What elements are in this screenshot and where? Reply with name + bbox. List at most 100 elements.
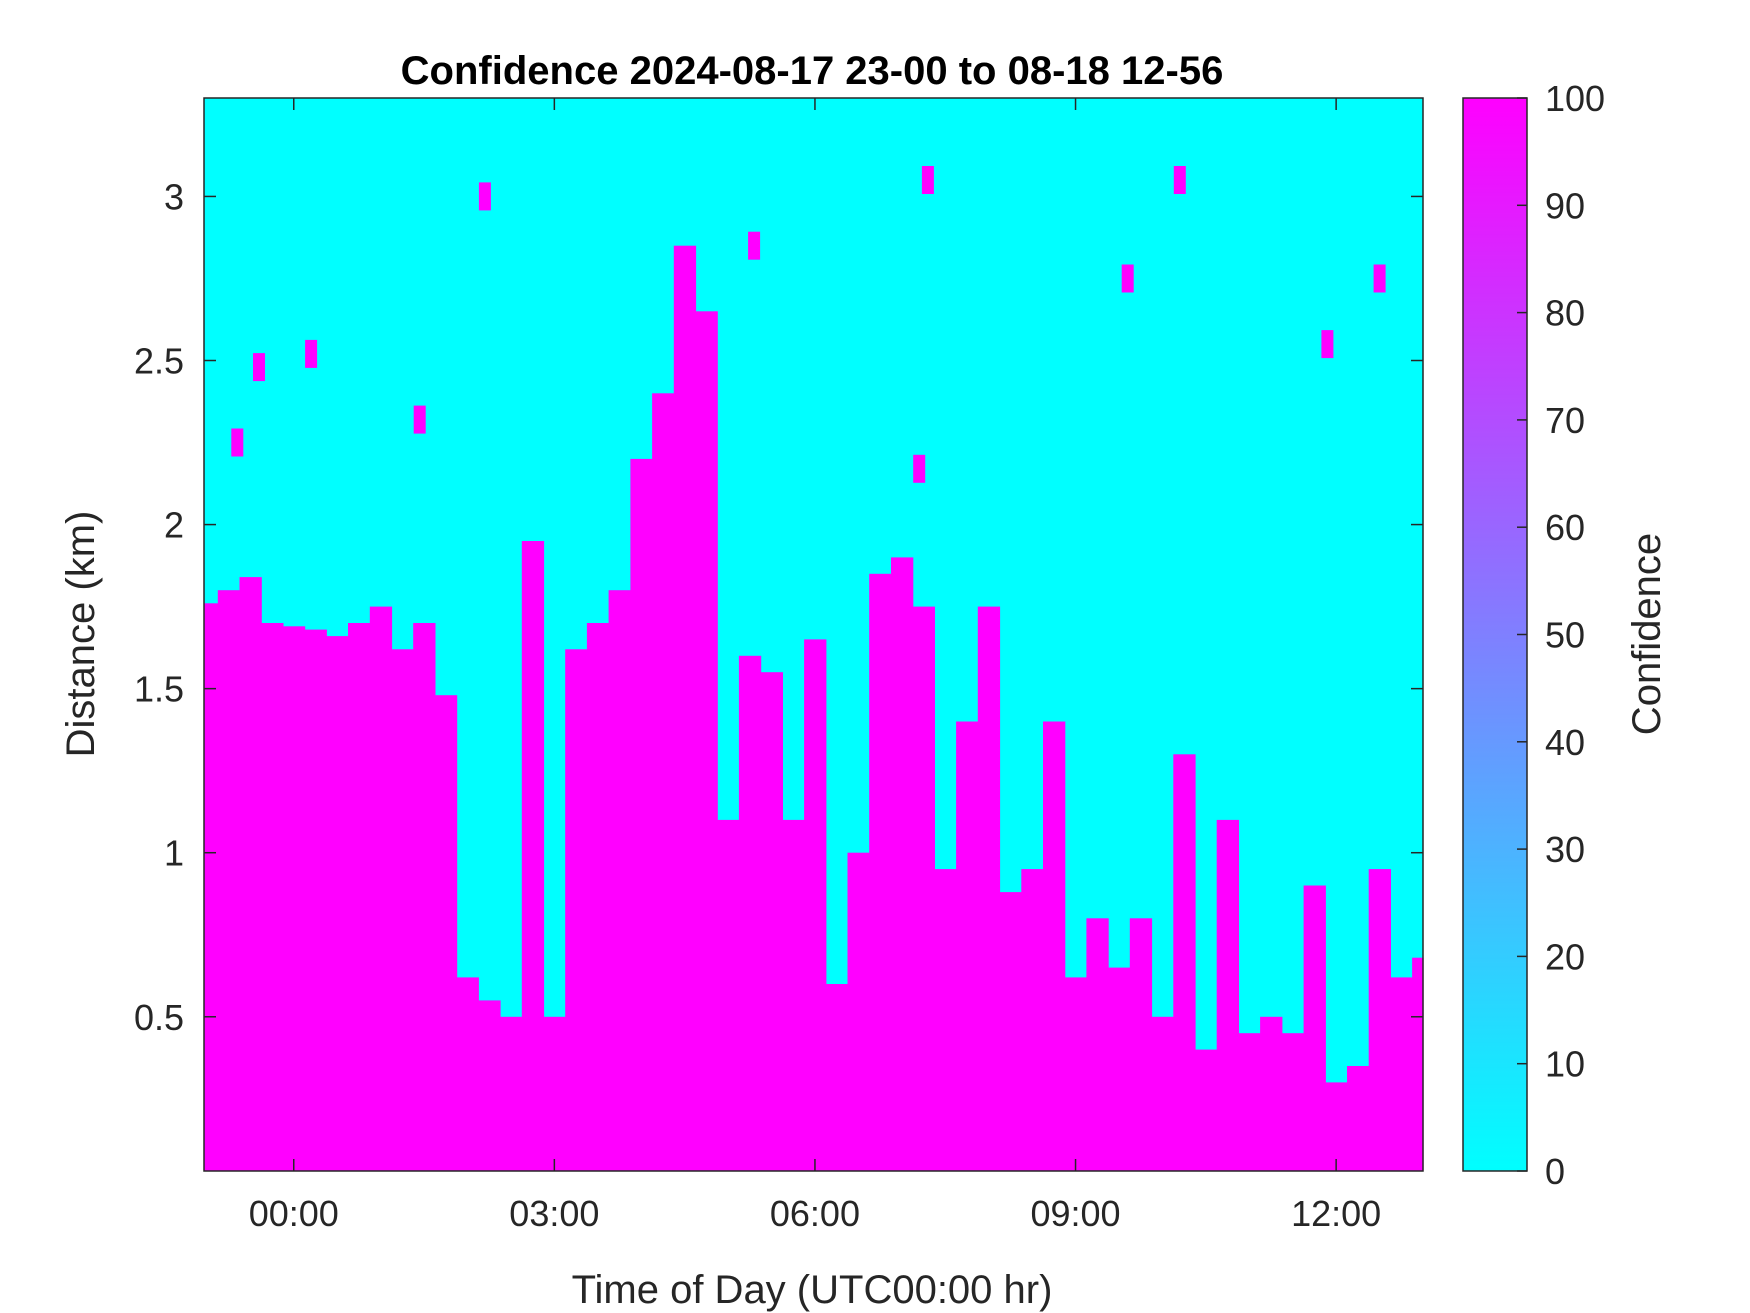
x-axis-title: Time of Day (UTC00:00 hr) (572, 1268, 1053, 1312)
heatmap-column (1390, 977, 1413, 1171)
colorbar-tick-label: 30 (1545, 829, 1585, 870)
heatmap-column (1151, 1016, 1174, 1171)
heatmap-column (1086, 918, 1109, 1171)
heatmap-cell (253, 353, 265, 382)
heatmap-column (543, 1016, 566, 1171)
heatmap-column (999, 892, 1022, 1171)
heatmap-cell (478, 182, 491, 211)
heatmap-column (1216, 819, 1239, 1171)
heatmap-column (760, 672, 783, 1171)
heatmap-column (369, 606, 393, 1171)
colorbar-tick-label: 50 (1545, 615, 1585, 656)
heatmap-column (304, 629, 327, 1171)
heatmap-column (652, 393, 675, 1171)
heatmap-column (825, 984, 849, 1171)
heatmap-column (869, 573, 892, 1171)
heatmap-column (413, 623, 436, 1171)
heatmap-column (804, 639, 827, 1171)
heatmap-cell (413, 405, 426, 434)
colorbar-gradient (1462, 97, 1528, 1172)
heatmap-column (1281, 1033, 1305, 1171)
heatmap-column (391, 649, 414, 1171)
colorbar-tick-label: 80 (1545, 293, 1585, 334)
heatmap-column (1064, 977, 1087, 1171)
heatmap-column (586, 623, 610, 1171)
heatmap-column (956, 721, 979, 1171)
colorbar-tick-label: 60 (1545, 507, 1585, 548)
heatmap-column (847, 852, 870, 1171)
heatmap-column (608, 590, 631, 1171)
heatmap-column (261, 623, 284, 1171)
heatmap-column (1412, 957, 1424, 1171)
heatmap-column (782, 819, 805, 1171)
heatmap-column (434, 695, 458, 1171)
heatmap-column (912, 606, 935, 1171)
heatmap-column (348, 623, 371, 1171)
colorbar-tick-label: 0 (1545, 1151, 1565, 1192)
heatmap-column (717, 819, 740, 1171)
colorbar-tick-label: 70 (1545, 400, 1585, 441)
heatmap-cell (1321, 330, 1334, 359)
plot-frame (203, 97, 1424, 1172)
heatmap-column (891, 557, 914, 1171)
heatmap-column (1325, 1082, 1348, 1171)
heatmap-column (1195, 1049, 1218, 1171)
colorbar-tick-label: 100 (1545, 78, 1605, 119)
heatmap-plot-area (203, 97, 1424, 1172)
x-tick-label: 06:00 (770, 1193, 860, 1234)
heatmap-column (1368, 869, 1391, 1171)
heatmap-column (934, 869, 957, 1171)
heatmap-cell (1121, 264, 1134, 293)
heatmap-cell (1373, 264, 1386, 293)
heatmap-column (456, 977, 479, 1171)
heatmap-column (630, 458, 653, 1171)
heatmap-column (1129, 918, 1153, 1171)
heatmap-column (521, 541, 545, 1171)
y-axis-title: Distance (km) (59, 511, 103, 758)
heatmap-column (977, 606, 1001, 1171)
heatmap-cell (921, 166, 934, 194)
x-tick-label: 03:00 (509, 1193, 599, 1234)
y-tick-label: 3 (164, 176, 184, 217)
colorbar-tick-label: 90 (1545, 185, 1585, 226)
heatmap-cell (305, 339, 318, 368)
heatmap-cell (1173, 166, 1186, 194)
heatmap-column (326, 636, 349, 1171)
colorbar-ticks: 0 10 20 30 40 50 60 70 80 90 100 (1517, 78, 1605, 1192)
y-tick-label: 1.5 (134, 669, 184, 710)
heatmap-column (1043, 721, 1066, 1171)
heatmap-column (478, 1000, 501, 1171)
y-axis: 0.5 1 1.5 2 2.5 3 (134, 176, 1423, 1038)
y-tick-label: 1 (164, 833, 184, 874)
colorbar-tick-label: 40 (1545, 722, 1585, 763)
heatmap-column (1238, 1033, 1261, 1171)
heatmap-column (1021, 869, 1044, 1171)
heatmap-column (1260, 1016, 1283, 1171)
heatmap-column (565, 649, 588, 1171)
heatmap-column (500, 1016, 523, 1171)
heatmap-column (204, 603, 219, 1171)
colorbar-tick-label: 10 (1545, 1044, 1585, 1085)
x-axis: 00:00 03:00 06:00 09:00 12:00 (249, 98, 1381, 1234)
heatmap-column (1108, 967, 1131, 1171)
chart-title: Confidence 2024-08-17 23-00 to 08-18 12-… (401, 49, 1224, 93)
heatmap-column (217, 590, 241, 1171)
heatmap-cell (748, 231, 761, 260)
y-tick-label: 0.5 (134, 997, 184, 1038)
heatmap-column (673, 245, 697, 1171)
heatmap-cells (204, 166, 1424, 1171)
colorbar: 0 10 20 30 40 50 60 70 80 90 100 (1462, 78, 1605, 1192)
heatmap-column (695, 311, 718, 1171)
colorbar-tick-label: 20 (1545, 936, 1585, 977)
y-tick-label: 2 (164, 505, 184, 546)
x-tick-label: 12:00 (1291, 1193, 1381, 1234)
heatmap-cell (231, 428, 244, 457)
heatmap-column (1173, 754, 1196, 1171)
colorbar-title: Confidence (1625, 533, 1669, 735)
heatmap-column (1347, 1066, 1370, 1171)
heatmap-column (738, 655, 762, 1171)
heatmap-column (282, 626, 306, 1171)
y-tick-label: 2.5 (134, 341, 184, 382)
x-tick-label: 09:00 (1030, 1193, 1120, 1234)
